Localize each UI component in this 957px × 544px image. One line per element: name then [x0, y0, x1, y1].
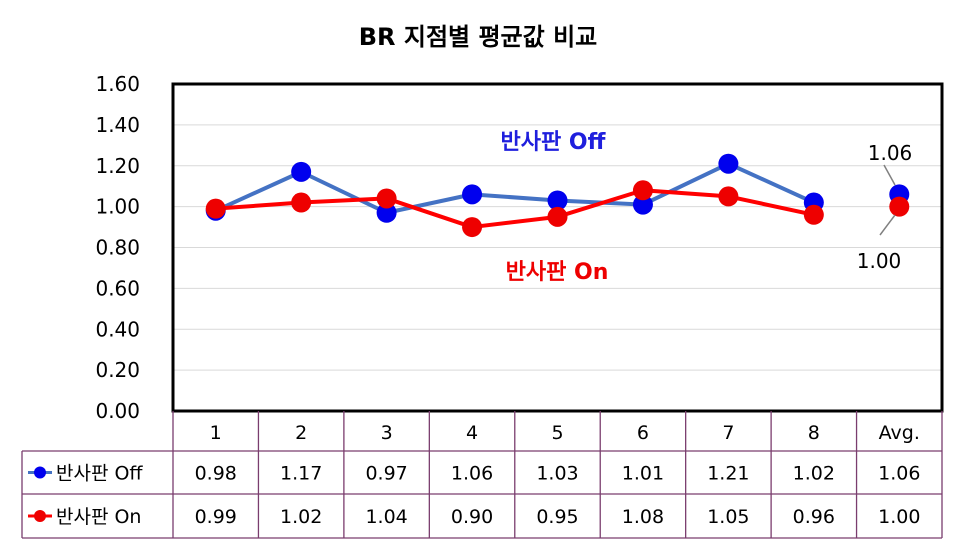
y-tick-label: 1.40 — [95, 113, 140, 137]
avg-on-annotation: 1.00 — [857, 249, 902, 273]
legend-name-on: 반사판 On — [56, 506, 141, 528]
x-category-label: 6 — [637, 422, 649, 444]
data-label-off: 1.01 — [622, 463, 664, 485]
data-point-off — [376, 202, 397, 223]
data-point-off — [547, 190, 568, 211]
series-label-off: 반사판 Off — [501, 130, 607, 155]
data-point-on — [718, 186, 739, 207]
plot-area-border — [171, 82, 944, 413]
x-category-label: 5 — [551, 422, 563, 444]
y-tick-label: 1.00 — [95, 195, 140, 219]
data-label-off: 1.06 — [451, 463, 493, 485]
y-tick-label: 0.20 — [95, 358, 140, 382]
legend-marker-on — [34, 510, 46, 522]
data-label-on: 1.02 — [280, 506, 322, 528]
data-label-on: 1.04 — [365, 506, 407, 528]
series-line-on — [215, 188, 815, 230]
series-lines — [214, 161, 815, 230]
data-point-on — [376, 188, 397, 209]
data-label-on: 1.00 — [878, 506, 920, 528]
avg-on-leader-line — [879, 214, 896, 236]
x-category-label: 8 — [808, 422, 820, 444]
y-tick-label: 0.60 — [95, 276, 140, 300]
avg-off-annotation: 1.06 — [868, 141, 913, 165]
data-label-on: 0.95 — [536, 506, 578, 528]
data-label-off: 1.06 — [878, 463, 920, 485]
series-label-on: 반사판 On — [506, 260, 609, 285]
y-tick-label: 1.60 — [95, 72, 140, 96]
legend-name-off: 반사판 Off — [56, 463, 143, 485]
data-label-on: 1.08 — [622, 506, 664, 528]
data-point-on — [547, 206, 568, 227]
data-label-off: 1.17 — [280, 463, 322, 485]
data-label-on: 0.90 — [451, 506, 493, 528]
data-point-on — [803, 204, 824, 225]
data-label-off: 1.02 — [793, 463, 835, 485]
data-label-off: 0.98 — [195, 463, 237, 485]
series-points — [205, 153, 910, 238]
avg-off-leader-line — [883, 164, 896, 186]
data-label-off: 0.97 — [365, 463, 407, 485]
data-label-off: 1.03 — [536, 463, 578, 485]
data-point-on — [462, 217, 483, 238]
data-label-on: 0.99 — [195, 506, 237, 528]
y-tick-label: 0.00 — [95, 399, 140, 423]
y-tick-label: 1.20 — [95, 154, 140, 178]
x-category-label: 2 — [295, 422, 307, 444]
x-category-label: 4 — [466, 422, 478, 444]
data-point-off — [718, 153, 739, 174]
data-point-off — [632, 194, 653, 215]
data-point-on — [205, 198, 226, 219]
data-point-on — [291, 192, 312, 213]
y-tick-label: 0.80 — [95, 236, 140, 260]
y-tick-label: 0.40 — [95, 317, 140, 341]
x-category-label: 3 — [381, 422, 393, 444]
data-point-on — [889, 196, 910, 217]
data-label-on: 1.05 — [707, 506, 749, 528]
data-label-on: 0.96 — [793, 506, 835, 528]
data-label-off: 1.21 — [707, 463, 749, 485]
data-point-off — [462, 184, 483, 205]
x-category-label: Avg. — [879, 422, 920, 444]
gridlines — [173, 124, 942, 371]
y-axis: 0.00 0.20 0.40 0.60 0.80 1.00 1.20 1.40 1.60 — [95, 72, 140, 423]
chart-title: BR 지점별 평균값 비교 — [359, 23, 597, 51]
data-table: 1 2 3 4 5 6 7 8 Avg. 반사판 Off 0.98 1.17 0.97 1.06 1.03 1… — [21, 411, 943, 539]
series-line-off — [214, 161, 815, 215]
data-point-on — [632, 180, 653, 201]
legend-marker-off — [34, 466, 46, 479]
x-category-label: 1 — [210, 422, 222, 444]
x-category-label: 7 — [722, 422, 734, 444]
data-point-off — [291, 161, 312, 182]
